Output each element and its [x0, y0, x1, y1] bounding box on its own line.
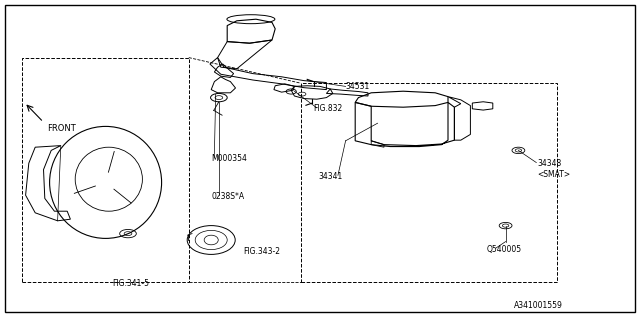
Text: <SMAT>: <SMAT>: [538, 170, 571, 179]
Text: 34341: 34341: [319, 172, 343, 180]
Text: FIG.832: FIG.832: [314, 104, 343, 113]
Text: FIG.341-5: FIG.341-5: [112, 279, 149, 288]
Text: 0238S*A: 0238S*A: [211, 192, 244, 201]
Text: Q540005: Q540005: [486, 245, 522, 254]
Bar: [301, 83, 557, 282]
Text: 34348: 34348: [538, 159, 562, 168]
Text: 34531: 34531: [346, 82, 370, 91]
Text: M000354: M000354: [211, 154, 247, 163]
Text: FRONT: FRONT: [47, 124, 76, 132]
Bar: [22, 58, 189, 282]
Text: A341001559: A341001559: [515, 301, 563, 310]
Text: FIG.343-2: FIG.343-2: [243, 247, 280, 256]
